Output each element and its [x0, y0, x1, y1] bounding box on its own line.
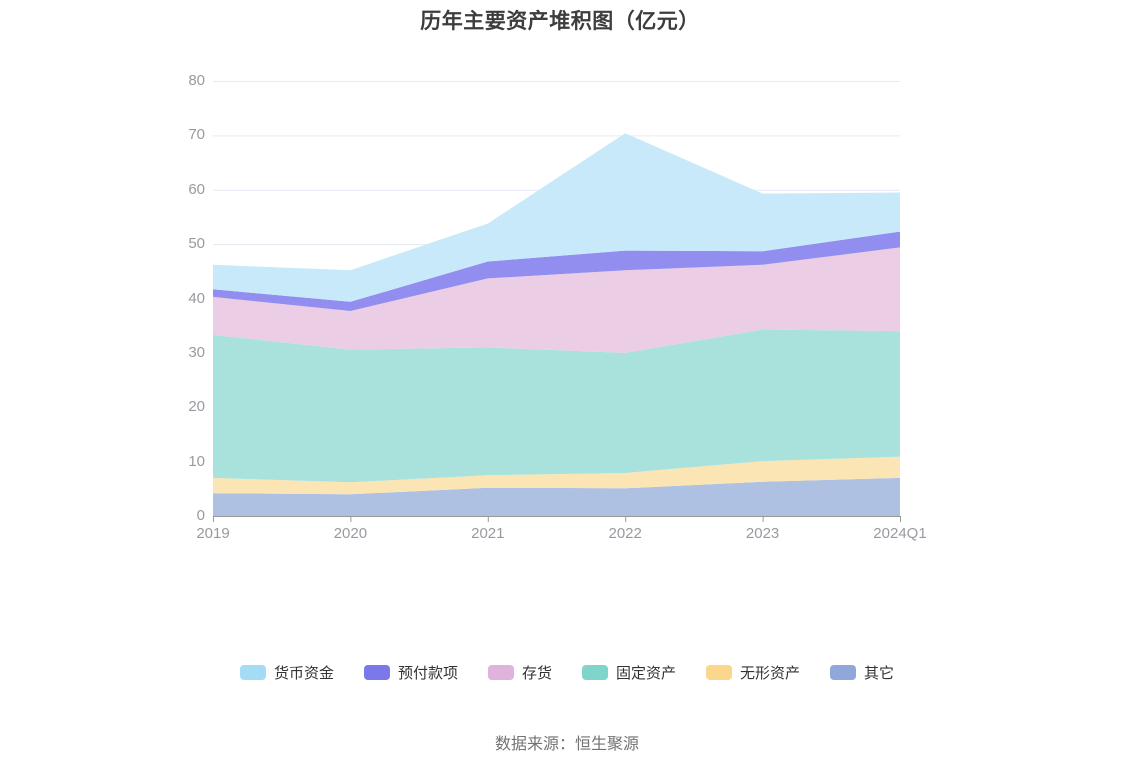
legend-item-other[interactable]: 其它 — [830, 662, 894, 683]
y-tick-label-70: 70 — [188, 126, 205, 144]
legend-swatch-fixed-assets — [582, 665, 608, 680]
legend-swatch-inventory — [487, 665, 514, 680]
legend-label-fixed-assets: 固定资产 — [616, 665, 677, 682]
area-prepayments — [213, 231, 900, 311]
legend-item-prepayments[interactable]: 预付款项 — [363, 662, 458, 683]
area-cash — [213, 133, 900, 302]
legend-swatch-other — [830, 665, 857, 680]
x-tick-label-2019: 2019 — [196, 525, 230, 542]
legend-item-inventory[interactable]: 存货 — [487, 662, 552, 683]
x-tick-label-2024Q1: 2024Q1 — [873, 525, 927, 542]
stacked-area-chart — [213, 81, 901, 522]
legend-label-cash: 货币资金 — [273, 665, 334, 682]
y-tick-label-0: 0 — [196, 507, 205, 524]
legend-label-inventory: 存货 — [521, 665, 552, 682]
legend-label-intangible-assets: 无形资产 — [740, 665, 801, 682]
legend-swatch-prepayments — [363, 665, 390, 680]
legend-item-fixed-assets[interactable]: 固定资产 — [582, 662, 676, 683]
chart-title: 历年主要资产堆积图（亿元） — [420, 10, 700, 33]
legend-label-prepayments: 预付款项 — [397, 665, 458, 682]
x-tick-label-2020: 2020 — [333, 525, 368, 542]
area-series — [213, 133, 900, 516]
y-tick-label-30: 30 — [188, 343, 205, 361]
data-source: 数据来源：恒生聚源 — [494, 736, 639, 753]
y-tick-label-40: 40 — [188, 289, 205, 307]
area-fixed-assets — [213, 329, 900, 483]
area-other — [213, 477, 900, 516]
x-tick-label-2021: 2021 — [471, 525, 505, 542]
y-tick-label-50: 50 — [188, 235, 205, 253]
legend: 货币资金 预付款项 存货 固定资产 无形资产 其它 — [0, 662, 1134, 683]
x-tick-label-2023: 2023 — [745, 525, 780, 542]
y-tick-label-10: 10 — [188, 452, 205, 470]
legend-label-other: 其它 — [864, 665, 895, 682]
legend-item-cash[interactable]: 货币资金 — [239, 662, 334, 683]
y-tick-label-60: 60 — [188, 180, 205, 198]
legend-item-intangible-assets[interactable]: 无形资产 — [706, 662, 800, 683]
y-tick-label-20: 20 — [188, 398, 205, 416]
x-axis — [213, 516, 901, 522]
y-tick-label-80: 80 — [188, 72, 205, 89]
area-intangible-assets — [213, 456, 900, 495]
legend-swatch-cash — [239, 665, 266, 680]
area-inventory — [213, 247, 900, 353]
x-tick-label-2022: 2022 — [608, 525, 642, 542]
legend-swatch-intangible-assets — [706, 665, 733, 680]
